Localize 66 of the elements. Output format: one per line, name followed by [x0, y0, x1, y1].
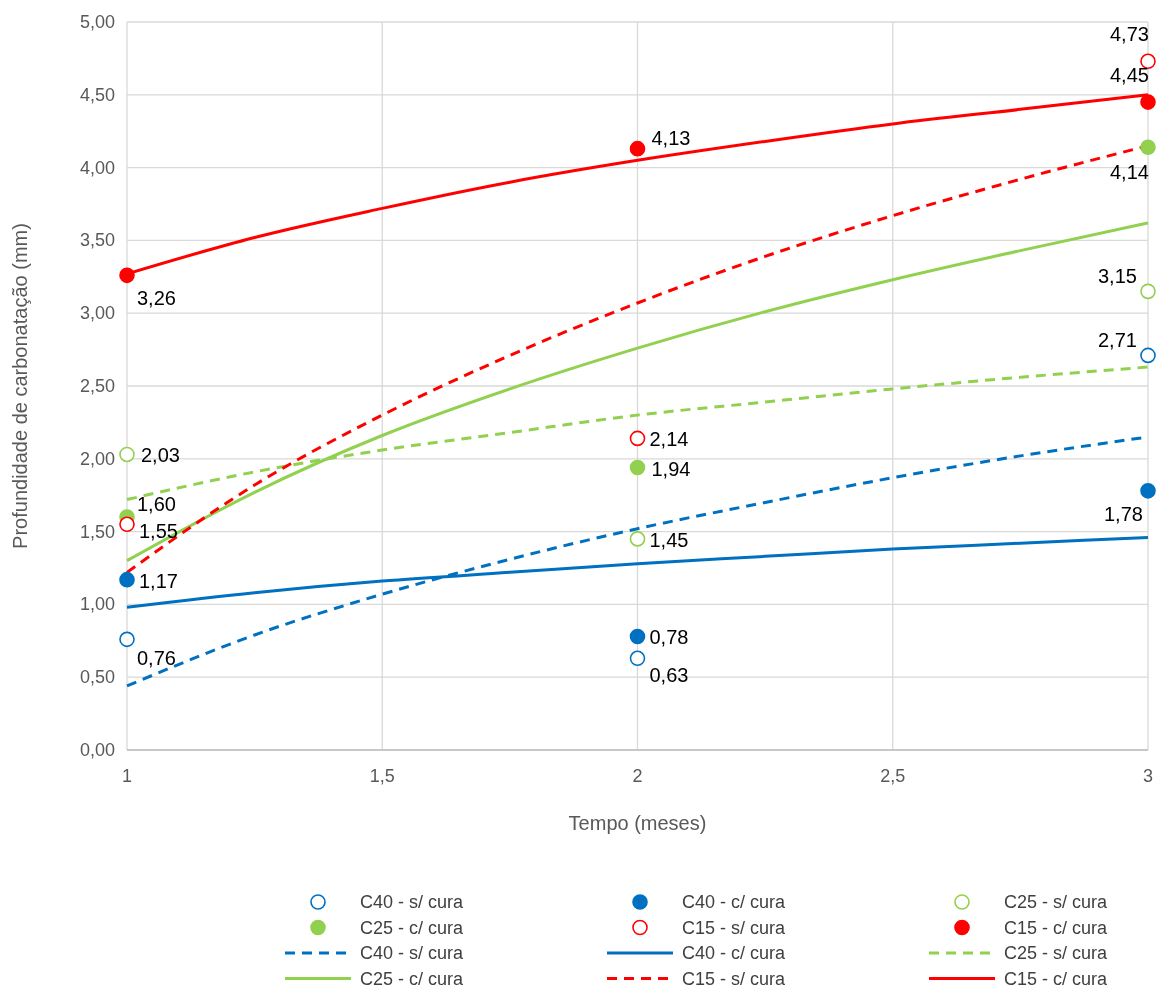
legend-label: C25 - s/ cura — [1004, 892, 1109, 912]
y-tick-label: 3,50 — [79, 230, 115, 251]
y-tick-label: 4,50 — [79, 84, 115, 105]
data-label: 2,14 — [649, 428, 689, 451]
point — [1140, 483, 1156, 499]
x-tick-label: 3 — [1142, 766, 1154, 786]
y-tick-label: 3,00 — [79, 303, 115, 324]
y-tick-label: 1,50 — [79, 521, 115, 542]
data-label: 4,13 — [651, 126, 691, 149]
x-tick-label: 2 — [632, 766, 643, 786]
point — [629, 650, 646, 667]
data-label: 3,15 — [1098, 265, 1137, 288]
data-label: 0,78 — [649, 626, 689, 649]
point — [119, 631, 135, 648]
legend-label: C15 - s/ cura — [682, 917, 787, 938]
point — [1140, 94, 1156, 110]
line-series — [125, 221, 1150, 563]
data-label: 4,73 — [1110, 23, 1149, 46]
legend-label: C15 - s/ cura — [682, 968, 787, 989]
data-label: 1,45 — [649, 528, 689, 551]
legend-label: C25 - c/ cura — [360, 917, 465, 938]
data-label: 4,14 — [1110, 161, 1149, 184]
y-tick-label: 2,00 — [79, 448, 115, 469]
legend-label: C15 - c/ cura — [1004, 968, 1109, 989]
x-axis-title: Tempo (meses) — [568, 812, 707, 834]
y-tick-label: 0,00 — [79, 740, 115, 760]
y-tick-label: 1,00 — [79, 594, 115, 615]
legend-label: C40 - s/ cura — [360, 892, 465, 912]
point — [119, 267, 135, 284]
point — [119, 571, 135, 588]
y-tick-label: 5,00 — [79, 12, 115, 32]
point — [1140, 53, 1156, 70]
y-axis-title: Profundidade de carbonatação (mm) — [9, 223, 31, 549]
data-label: 0,76 — [137, 647, 176, 670]
point — [629, 531, 646, 547]
y-tick-label: 4,00 — [79, 157, 115, 178]
data-label: 2,03 — [141, 444, 180, 467]
data-label: 1,17 — [139, 569, 178, 592]
point — [119, 516, 135, 533]
y-tick-label: 2,50 — [79, 376, 115, 396]
legend-label: C25 - c/ cura — [360, 968, 465, 989]
point — [1140, 347, 1156, 364]
point — [1140, 139, 1156, 156]
x-tick-label: 1,5 — [369, 766, 395, 786]
data-label: 4,45 — [1110, 64, 1149, 87]
point — [629, 140, 646, 157]
data-label: 0,63 — [649, 664, 689, 687]
data-label: 1,60 — [137, 493, 176, 516]
point — [629, 459, 646, 476]
x-tick-label: 2,5 — [880, 766, 906, 786]
x-tick-label: 1 — [121, 766, 133, 786]
point — [119, 446, 135, 463]
data-label: 1,55 — [139, 520, 178, 543]
point — [629, 628, 646, 645]
data-label: 1,94 — [651, 457, 691, 480]
y-tick-label: 0,50 — [79, 667, 115, 688]
data-label: 2,71 — [1098, 329, 1137, 352]
legend-label: C40 - c/ cura — [682, 892, 787, 912]
data-label: 1,78 — [1104, 502, 1143, 525]
legend-label: C25 - s/ cura — [1004, 943, 1109, 963]
legend-label: C15 - c/ cura — [1004, 917, 1109, 938]
data-label: 3,26 — [137, 287, 176, 310]
legend-label: C40 - s/ cura — [360, 943, 465, 963]
point — [1140, 283, 1156, 300]
legend-label: C40 - c/ cura — [682, 943, 787, 963]
point — [629, 430, 646, 447]
